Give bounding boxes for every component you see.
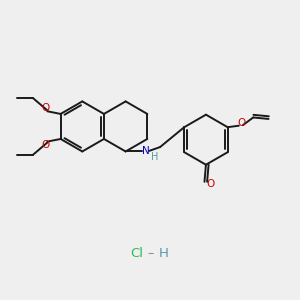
Text: H: H [151, 152, 159, 162]
Text: O: O [41, 103, 50, 113]
Text: O: O [237, 118, 245, 128]
Text: Cl: Cl [130, 247, 143, 260]
Text: O: O [41, 140, 50, 150]
Text: O: O [207, 178, 215, 189]
Text: –: – [144, 247, 159, 260]
Text: N: N [142, 146, 150, 156]
Text: H: H [158, 247, 168, 260]
